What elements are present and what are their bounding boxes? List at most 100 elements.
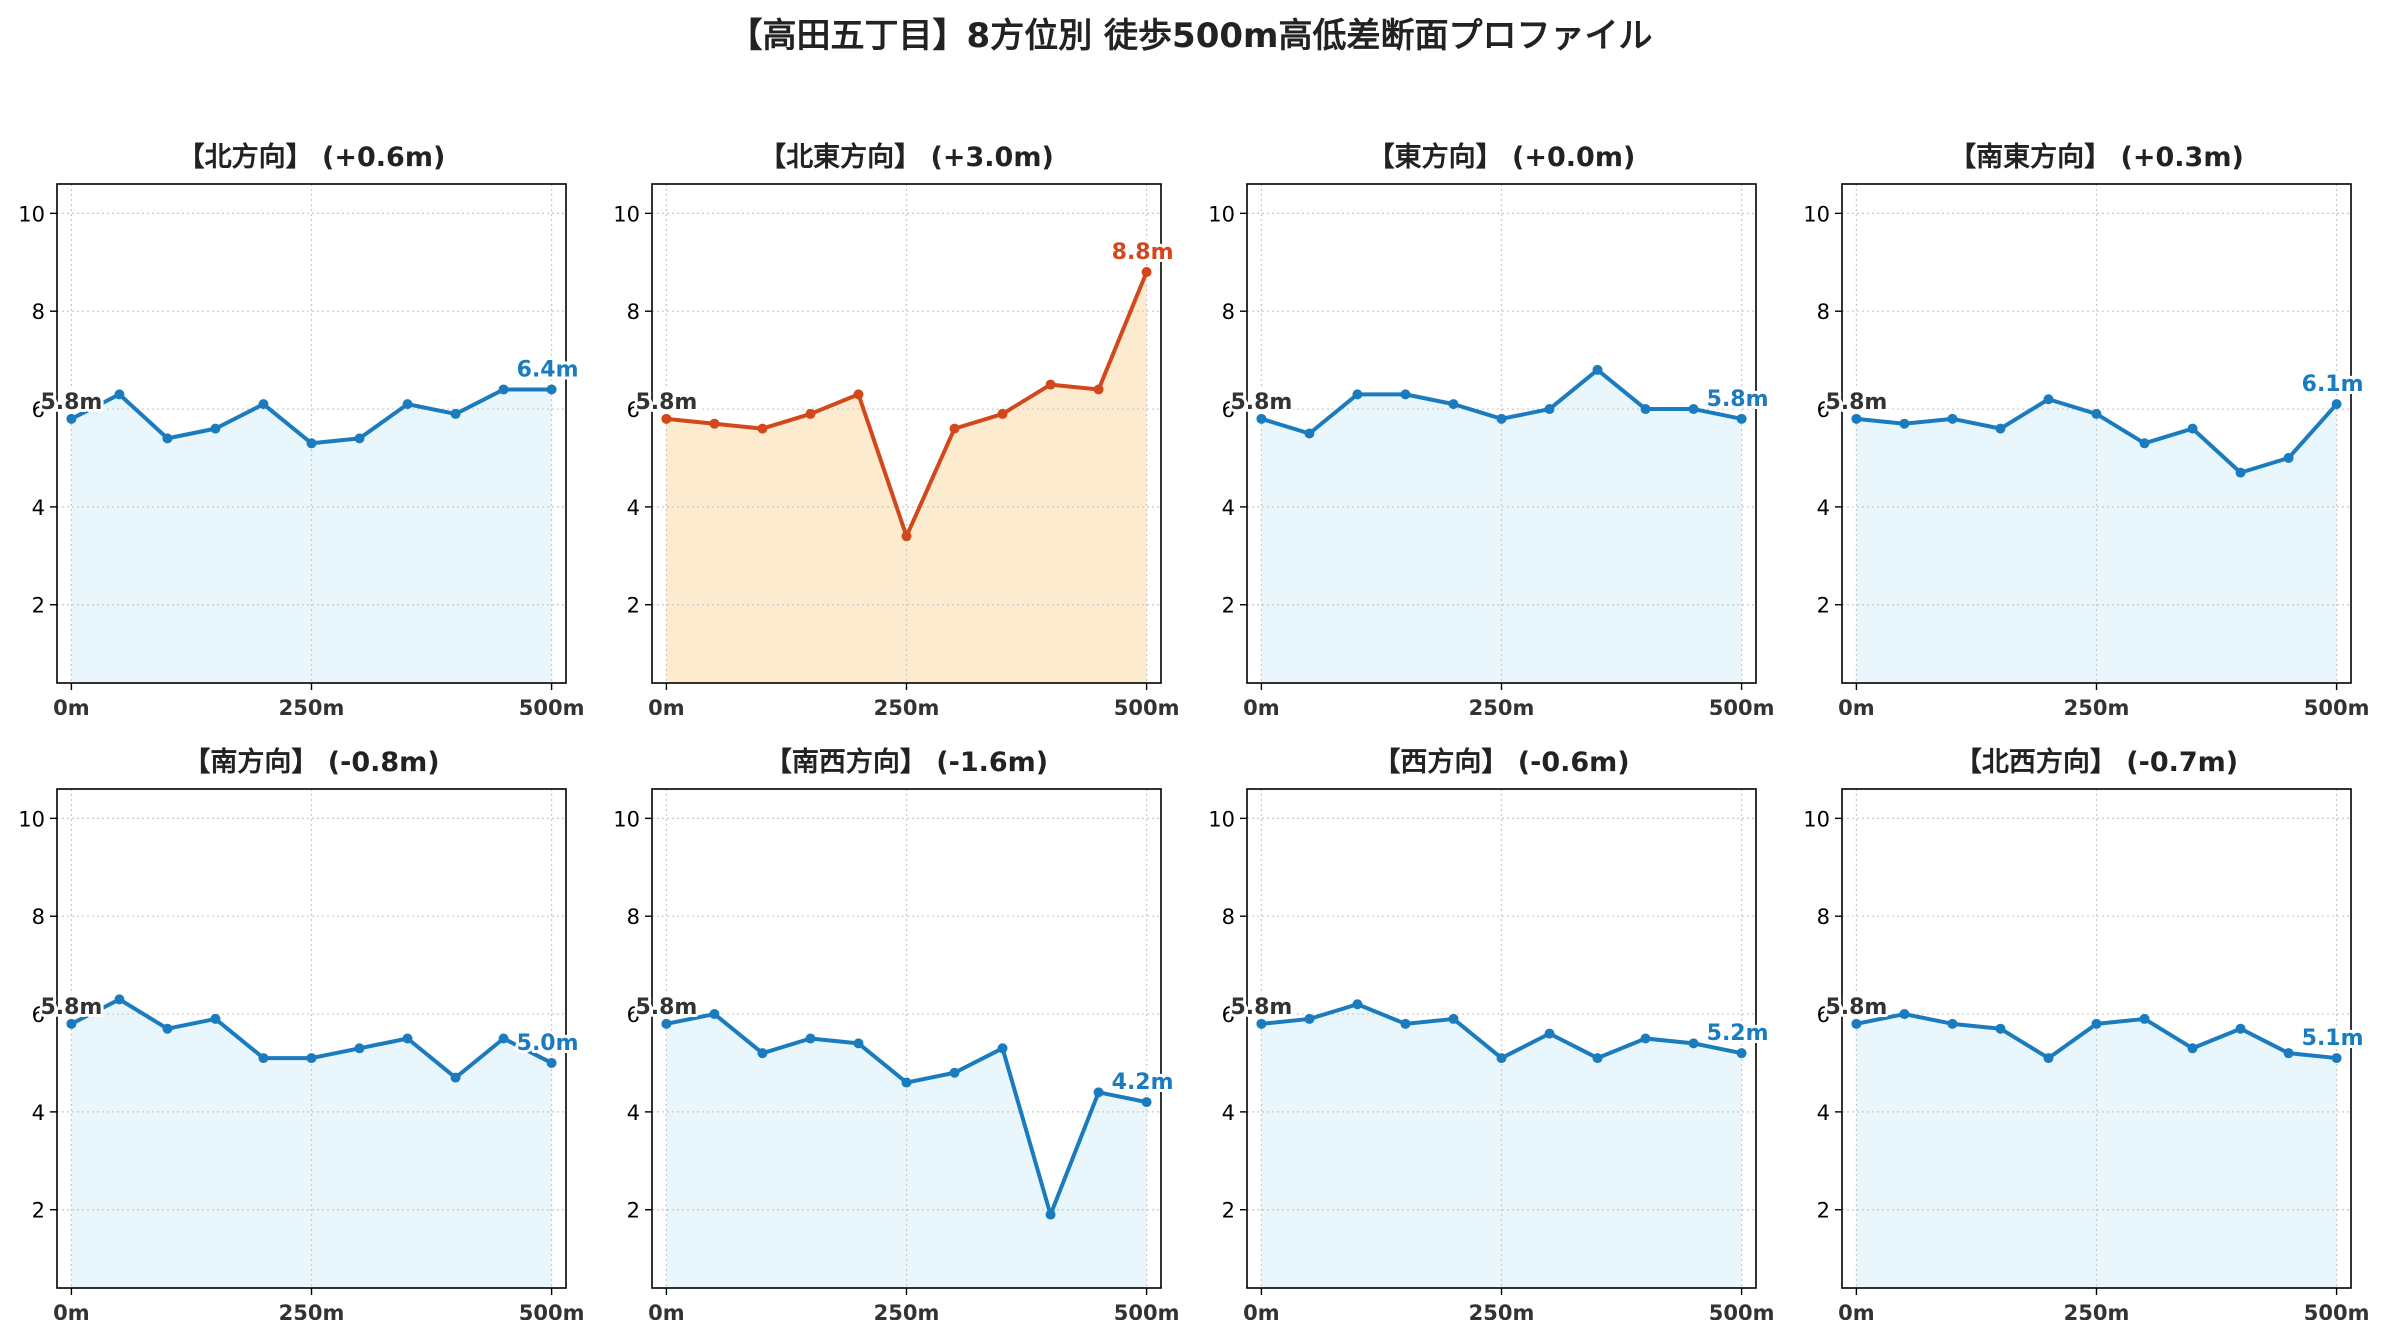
chart-panel-south: 2 4 6 8 10 0m 250m 500m 【南方向】 (-0.8m) 5.8m 5.0m xyxy=(0,725,595,1320)
data-point xyxy=(1995,423,2006,434)
y-tick-label: 4 xyxy=(1222,1101,1235,1125)
y-tick-label: 4 xyxy=(32,496,45,520)
chart-svg: 2 4 6 8 10 0m 250m 500m 【北東方向】 (+3.0m) 5.8m 8.8m xyxy=(613,141,1179,715)
data-point xyxy=(709,1009,720,1020)
y-tick-label: 10 xyxy=(1208,202,1235,226)
x-tick-label: 0m xyxy=(1243,1301,1280,1320)
data-point xyxy=(949,1067,960,1078)
data-point xyxy=(805,408,816,419)
start-value-label: 5.8m xyxy=(635,390,697,415)
data-point xyxy=(1592,364,1603,375)
y-tick-label: 6 xyxy=(32,1003,45,1027)
data-point xyxy=(2043,394,2054,405)
data-point xyxy=(2331,1053,2342,1064)
figure-title: 【高田五丁目】8方位別 徒歩500m高低差断面プロファイル xyxy=(728,16,1653,56)
data-point xyxy=(1899,418,1910,429)
data-point xyxy=(498,1033,509,1044)
y-tick-label: 10 xyxy=(18,807,45,831)
data-point xyxy=(1851,1018,1862,1029)
area-fill xyxy=(666,1014,1147,1288)
end-value-label: 5.8m xyxy=(1707,387,1769,412)
data-point xyxy=(2235,467,2246,478)
y-tick-label: 8 xyxy=(1817,905,1830,929)
x-tick-label: 0m xyxy=(53,1301,90,1320)
data-point xyxy=(2139,438,2150,449)
y-tick-label: 10 xyxy=(613,807,640,831)
y-tick-label: 8 xyxy=(32,300,45,324)
data-point xyxy=(306,438,317,449)
data-point xyxy=(162,433,173,444)
y-tick-label: 4 xyxy=(627,1101,640,1125)
data-point xyxy=(2331,399,2342,410)
x-tick-label: 0m xyxy=(1243,696,1280,715)
y-tick-label: 8 xyxy=(627,905,640,929)
start-value-label: 5.8m xyxy=(1230,995,1292,1020)
data-point xyxy=(66,1018,77,1029)
x-tick-label: 500m xyxy=(1709,1301,1775,1320)
y-tick-label: 8 xyxy=(627,300,640,324)
data-point xyxy=(2235,1023,2246,1034)
y-tick-label: 8 xyxy=(32,905,45,929)
y-tick-label: 10 xyxy=(18,202,45,226)
x-tick-label: 500m xyxy=(2304,1301,2370,1320)
chart-svg: 2 4 6 8 10 0m 250m 500m 【西方向】 (-0.6m) 5.8m 5.2m xyxy=(1208,746,1775,1320)
chart-svg: 2 4 6 8 10 0m 250m 500m 【南東方向】 (+0.3m) 5.8m 6.1m xyxy=(1803,141,2370,715)
data-point xyxy=(2091,408,2102,419)
start-value-label: 5.8m xyxy=(1825,995,1887,1020)
y-tick-label: 10 xyxy=(613,202,640,226)
data-point xyxy=(210,1013,221,1024)
data-point xyxy=(853,389,864,400)
data-point xyxy=(1947,1018,1958,1029)
y-tick-label: 6 xyxy=(627,1003,640,1027)
end-value-label: 5.0m xyxy=(517,1031,579,1056)
end-value-label: 8.8m xyxy=(1112,240,1174,265)
chart-panel-northwest: 2 4 6 8 10 0m 250m 500m 【北西方向】 (-0.7m) 5.8m 5.1m xyxy=(1785,725,2380,1320)
y-tick-label: 4 xyxy=(1222,496,1235,520)
data-point xyxy=(757,1048,768,1059)
data-point xyxy=(1448,399,1459,410)
y-tick-label: 10 xyxy=(1803,202,1830,226)
x-tick-label: 250m xyxy=(2064,1301,2130,1320)
data-point xyxy=(546,1057,557,1068)
x-tick-label: 0m xyxy=(648,1301,685,1320)
data-point xyxy=(1640,1033,1651,1044)
data-point xyxy=(2187,423,2198,434)
data-point xyxy=(1093,384,1104,395)
x-tick-label: 250m xyxy=(2064,696,2130,715)
data-point xyxy=(258,399,269,410)
start-value-label: 5.8m xyxy=(40,390,102,415)
area-fill xyxy=(71,999,552,1288)
data-point xyxy=(1851,413,1862,424)
data-point xyxy=(1899,1009,1910,1020)
chart-panel-northeast: 2 4 6 8 10 0m 250m 500m 【北東方向】 (+3.0m) 5.8m 8.8m xyxy=(595,120,1190,715)
data-point xyxy=(450,408,461,419)
data-point xyxy=(1688,1038,1699,1049)
x-tick-label: 0m xyxy=(648,696,685,715)
data-point xyxy=(997,1043,1008,1054)
x-tick-label: 500m xyxy=(2304,696,2370,715)
data-point xyxy=(757,423,768,434)
y-tick-label: 6 xyxy=(1222,398,1235,422)
data-point xyxy=(1045,1209,1056,1220)
chart-panel-west: 2 4 6 8 10 0m 250m 500m 【西方向】 (-0.6m) 5.8m 5.2m xyxy=(1190,725,1785,1320)
area-fill xyxy=(1261,1004,1742,1288)
data-point xyxy=(210,423,221,434)
x-tick-label: 250m xyxy=(1469,1301,1535,1320)
data-point xyxy=(1141,1097,1152,1108)
data-point xyxy=(1544,404,1555,415)
start-value-label: 5.8m xyxy=(40,995,102,1020)
y-tick-label: 8 xyxy=(1817,300,1830,324)
data-point xyxy=(450,1072,461,1083)
data-point xyxy=(1045,379,1056,390)
panel-title: 【東方向】 (+0.0m) xyxy=(1368,141,1636,173)
area-fill xyxy=(71,389,552,683)
data-point xyxy=(498,384,509,395)
y-tick-label: 8 xyxy=(1222,300,1235,324)
chart-panel-north: 2 4 6 8 10 0m 250m 500m 【北方向】 (+0.6m) 5.8m 6.4m xyxy=(0,120,595,715)
end-value-label: 6.4m xyxy=(517,357,579,382)
y-tick-label: 10 xyxy=(1803,807,1830,831)
end-value-label: 5.2m xyxy=(1707,1021,1769,1046)
y-tick-label: 6 xyxy=(1817,1003,1830,1027)
data-point xyxy=(1256,413,1267,424)
